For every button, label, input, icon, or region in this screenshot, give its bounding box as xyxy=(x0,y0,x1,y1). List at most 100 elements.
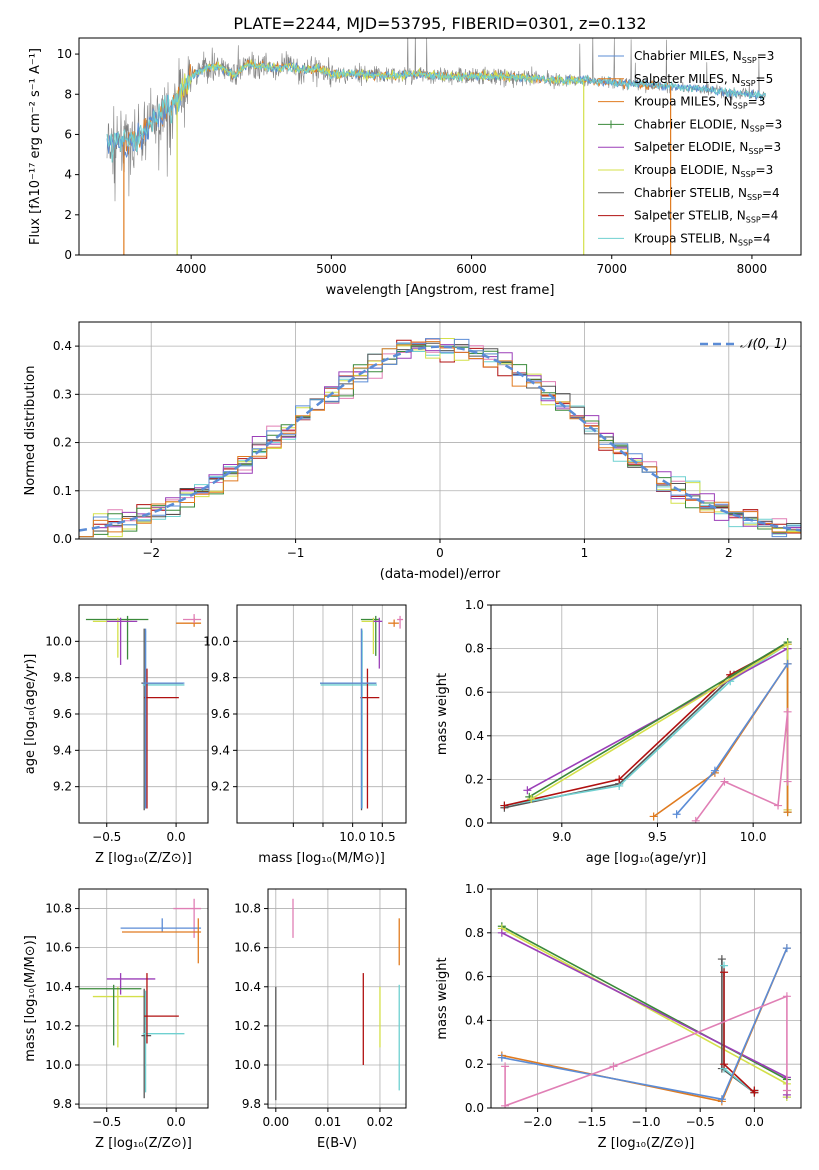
y-tick-label: 9.4 xyxy=(53,743,72,757)
y-tick-label: 4 xyxy=(64,168,72,182)
x-tick-label: 0 xyxy=(436,546,444,560)
data-point-marker xyxy=(783,659,792,668)
model-line-cyan xyxy=(106,59,767,163)
series-purple xyxy=(497,928,791,1099)
series-line xyxy=(501,947,788,1103)
x-axis-label: Z [log₁₀(Z/Z⊙)] xyxy=(95,851,192,866)
y-tick-label: 9.2 xyxy=(53,780,72,794)
x-tick-label: 2 xyxy=(725,546,733,560)
x-tick-label: 10.0 xyxy=(740,830,767,844)
legend-label-subscript: SSP xyxy=(733,102,748,111)
y-tick-label: 10.6 xyxy=(234,941,261,955)
data-point-marker xyxy=(750,1086,759,1095)
y-axis-label: mass weight xyxy=(435,673,450,755)
data-point-marker xyxy=(615,775,624,784)
figure-title: PLATE=2244, MJD=53795, FIBERID=0301, z=0… xyxy=(233,14,646,33)
legend-label-text: Kroupa ELODIE, N xyxy=(634,163,741,177)
data-layer xyxy=(497,922,791,1108)
legend-label-text: Kroupa STELIB, N xyxy=(634,231,738,245)
data-point-marker xyxy=(691,816,700,823)
errorbar-point-orange xyxy=(122,918,202,964)
data-layer xyxy=(500,638,792,823)
y-tick-label: 0.2 xyxy=(465,1057,484,1071)
legend-label-subscript: SSP xyxy=(746,216,761,225)
y-tick-label: 9.2 xyxy=(211,780,230,794)
data-point-marker xyxy=(527,795,536,804)
data-layer xyxy=(79,338,801,538)
errorbar-point-cyan xyxy=(142,630,185,809)
legend-label-text: Chabrier ELODIE, N xyxy=(634,117,750,131)
series-yellow xyxy=(527,640,792,814)
y-tick-label: 9.4 xyxy=(211,743,230,757)
errorbar-point-cyan xyxy=(142,990,185,1093)
errorbar-point-red xyxy=(144,973,179,1044)
errorbar-point-blue xyxy=(320,628,377,809)
chart-residuals: 𝒩(0, 1) −2 −1 0 1 2 0.0 0.1 0.2 0.3 0.4 (data-model… xyxy=(23,321,802,582)
y-tick-label: 10.0 xyxy=(45,1058,72,1072)
series-line xyxy=(695,711,789,822)
legend-label-subscript: SSP xyxy=(738,238,753,247)
legend-label-value: =3 xyxy=(763,140,781,154)
errorbar-point-pink xyxy=(397,615,404,629)
data-layer xyxy=(85,614,202,811)
y-tick-label: 9.8 xyxy=(211,671,230,685)
y-tick-label: 0.8 xyxy=(465,926,484,940)
errorbar-point-green xyxy=(360,615,379,656)
chart-mass-ebv: 0.00 0.01 0.02 9.8 10.0 10.2 10.4 10.6 10.8 E(B-V… xyxy=(234,888,407,1151)
x-tick-label: −2 xyxy=(142,546,160,560)
y-tick-label: 10.4 xyxy=(45,980,72,994)
data-point-marker xyxy=(720,777,729,786)
series-line xyxy=(721,959,756,1095)
y-axis-label: Flux [fλ10⁻¹⁷ erg cm⁻² s⁻¹ A⁻¹] xyxy=(28,48,43,245)
data-point-marker xyxy=(783,707,792,716)
y-tick-label: 10 xyxy=(57,47,72,61)
y-tick-label: 0.3 xyxy=(53,387,72,401)
legend-label: Kroupa ELODIE, NSSP=3 xyxy=(634,163,773,179)
x-tick-label: −1 xyxy=(287,546,305,560)
legend-label: 𝒩(0, 1) xyxy=(740,337,787,352)
errorbar-point-blue xyxy=(120,918,202,933)
x-axis-label: Z [log₁₀(Z/Z⊙)] xyxy=(598,1136,695,1151)
x-tick-label: 1 xyxy=(581,546,589,560)
data-point-marker xyxy=(501,1062,510,1071)
y-tick-label: 0.2 xyxy=(53,436,72,450)
data-point-marker xyxy=(783,640,792,649)
y-tick-label: 10.2 xyxy=(234,1019,261,1033)
axes-frame xyxy=(490,604,802,824)
y-tick-label: 0.4 xyxy=(465,1013,484,1027)
y-tick-label: 9.6 xyxy=(211,707,230,721)
errorbar-point-red xyxy=(360,668,380,809)
data-layer xyxy=(275,898,400,1101)
x-tick-label: 5000 xyxy=(316,262,347,276)
x-tick-label: −1.5 xyxy=(577,1115,606,1129)
series-red xyxy=(720,968,759,1097)
data-point-marker xyxy=(497,928,506,937)
x-tick-label: 0.0 xyxy=(167,1115,186,1129)
data-point-marker xyxy=(720,968,729,977)
legend-label-text: Salpeter ELODIE, N xyxy=(634,140,748,154)
chart-age-z: −0.5 0.0 9.2 9.4 9.6 9.8 10.0 Z [log₁₀(Z/Z⊙)] ag… xyxy=(23,604,209,866)
y-tick-label: 1.0 xyxy=(465,882,484,896)
y-tick-label: 0.4 xyxy=(465,729,484,743)
data-point-marker xyxy=(649,812,658,821)
legend-label-text: Chabrier MILES, N xyxy=(634,49,742,63)
data-point-marker xyxy=(717,955,726,964)
data-point-marker xyxy=(782,944,791,953)
x-axis-label: (data-model)/error xyxy=(380,567,501,582)
x-axis-label: E(B-V) xyxy=(317,1136,357,1151)
y-axis-label: mass weight xyxy=(435,957,450,1039)
series-line xyxy=(675,663,789,815)
y-tick-label: 0 xyxy=(64,248,72,262)
axes-frame xyxy=(267,888,407,1109)
errorbar-point-gray xyxy=(141,988,152,1099)
y-tick-label: 0.2 xyxy=(465,772,484,786)
y-tick-label: 10.2 xyxy=(45,1019,72,1033)
x-tick-label: 0.01 xyxy=(315,1115,342,1129)
x-tick-label: 0.00 xyxy=(262,1115,289,1129)
y-axis-label: age [log₁₀(age/yr)] xyxy=(23,654,38,775)
data-point-marker xyxy=(720,1060,729,1069)
x-tick-label: 8000 xyxy=(737,262,768,276)
legend-label-text: Kroupa MILES, N xyxy=(634,95,733,109)
data-point-marker xyxy=(501,1101,510,1108)
